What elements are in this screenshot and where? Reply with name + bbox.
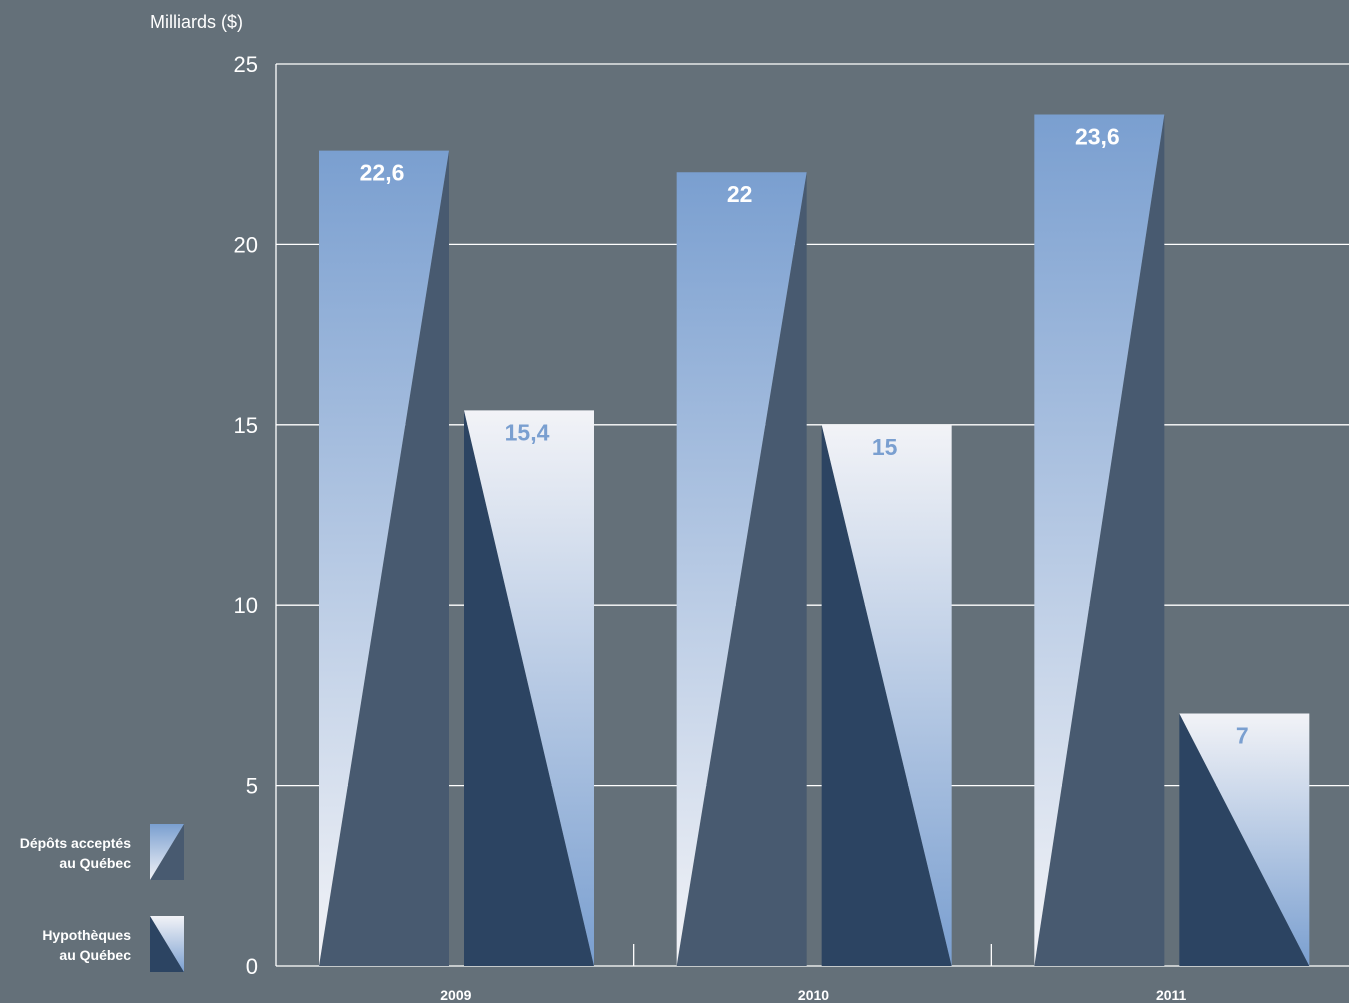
legend-label: Dépôts acceptés <box>20 835 131 851</box>
x-tick-label: 2009 <box>440 987 471 1003</box>
legend-swatch <box>150 824 184 880</box>
legend-label: Hypothèques <box>42 927 131 943</box>
x-tick-label: 2011 <box>1156 987 1187 1003</box>
y-axis-title: Milliards ($) <box>150 12 243 32</box>
data-label: 7 <box>1236 722 1249 748</box>
legend-label: au Québec <box>59 855 131 871</box>
bar-shadow <box>464 410 594 966</box>
bar <box>1179 713 1310 966</box>
data-label: 15,4 <box>505 419 550 445</box>
data-label: 22,6 <box>360 160 405 186</box>
bar-shadow <box>1179 713 1310 966</box>
data-label: 23,6 <box>1075 124 1120 150</box>
bar-shadow <box>1034 114 1165 966</box>
y-tick-label: 5 <box>246 774 258 799</box>
legend-label: au Québec <box>59 947 131 963</box>
data-label: 15 <box>872 434 898 460</box>
labels: Milliards ($) 0 5 10 15 20 25 22,6 15,4 2009 22 15… <box>150 12 1249 1003</box>
x-tick-label: 2010 <box>798 987 829 1003</box>
legend: Dépôts acceptés au Québec Hypothèques au Qu… <box>20 824 184 972</box>
y-tick-label: 10 <box>234 593 258 618</box>
bar <box>821 424 952 966</box>
gridlines <box>275 63 1349 967</box>
legend-item: Hypothèques au Québec <box>42 916 184 972</box>
legend-swatch <box>150 916 184 972</box>
bars <box>319 114 1310 967</box>
y-tick-label: 20 <box>234 232 258 257</box>
data-label: 22 <box>727 181 753 207</box>
legend-item: Dépôts acceptés au Québec <box>20 824 184 880</box>
bar-shadow <box>821 424 952 966</box>
bar <box>319 150 449 967</box>
y-tick-label: 0 <box>246 954 258 979</box>
y-tick-label: 15 <box>234 413 258 438</box>
y-tick-label: 25 <box>234 52 258 77</box>
bar <box>676 172 807 967</box>
bar <box>1034 114 1165 966</box>
bar <box>464 410 594 966</box>
